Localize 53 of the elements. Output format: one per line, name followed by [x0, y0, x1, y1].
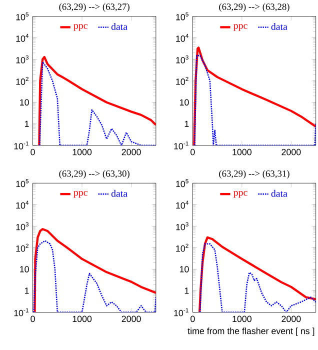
text: ppc [233, 24, 248, 31]
chart-title: (63,29) --> (63,31) [219, 170, 290, 179]
y-tick-label: 10$^{2}$ [176, 76, 188, 85]
y-tick-label: 10$^{5}$ [16, 12, 29, 20]
y-tick-label: 10$^{-1}$ [174, 308, 188, 316]
y-tick-label: 10$^{5}$ [176, 12, 188, 20]
x-tick-label: 2000 [282, 148, 301, 156]
chart-title: (63,29) --> (63,27) [59, 3, 130, 12]
y-tick-label: 10$^{3}$ [16, 222, 28, 230]
legend-label: ppc [74, 190, 88, 198]
y-tick-label: 10$^{3}$ [176, 222, 188, 230]
x-axis-title: time from the flasher event [ ns ] [188, 328, 314, 336]
y-tick-label: 10$^{4}$ [176, 34, 188, 42]
text: data [271, 23, 288, 30]
y-tick-label: 10$^{2}$ [16, 244, 28, 252]
text: ppc [233, 190, 248, 198]
y-tick-label: 10$^{5}$ [16, 179, 29, 188]
x-tick-label: 1000 [72, 148, 92, 156]
y-tick-label: 10 [20, 99, 29, 106]
y-tick-label: 10$^{4}$ [16, 200, 29, 209]
y-tick-label: 10$^{3}$ [16, 55, 28, 64]
legend-label: data [111, 190, 128, 197]
y-tick-label: 10$^{2}$ [176, 244, 188, 252]
chart-title: (63,29) --> (63,30) [59, 170, 130, 179]
x-tick-label: 1000 [72, 316, 92, 322]
x-tick-label: 0 [30, 148, 35, 156]
x-tick-label: 0 [190, 316, 195, 322]
y-tick-label: 10 [180, 99, 189, 106]
y-tick-label: 10$^{3}$ [176, 55, 188, 64]
y-tick-label: 1 [24, 288, 29, 294]
legend-label: ppc [74, 24, 88, 31]
y-tick-label: 10 [20, 266, 29, 272]
y-tick-label: 10$^{4}$ [16, 34, 29, 42]
x-tick-label: 0 [190, 148, 195, 156]
x-tick-label: 2000 [122, 148, 141, 156]
y-tick-label: 10$^{2}$ [16, 76, 28, 85]
x-tick-label: 1000 [232, 148, 252, 156]
y-tick-label: 10$^{5}$ [176, 179, 188, 188]
y-tick-label: 10$^{-1}$ [174, 141, 188, 150]
y-tick-label: 1 [24, 120, 29, 127]
y-tick-label: 10 [180, 266, 189, 272]
chart-title: (63,29) --> (63,28) [219, 3, 290, 12]
y-tick-label: 10$^{-1}$ [14, 141, 28, 150]
x-tick-label: 2000 [122, 316, 141, 322]
x-tick-label: 0 [30, 316, 35, 322]
text: data [271, 190, 288, 197]
y-tick-label: 10$^{-1}$ [14, 308, 28, 316]
x-tick-label: 2000 [282, 316, 301, 322]
legend-label: data [111, 23, 128, 30]
y-tick-label: 1 [184, 120, 189, 127]
x-tick-label: 1000 [232, 316, 252, 322]
y-tick-label: 10$^{4}$ [176, 200, 188, 209]
y-tick-label: 1 [184, 288, 189, 294]
